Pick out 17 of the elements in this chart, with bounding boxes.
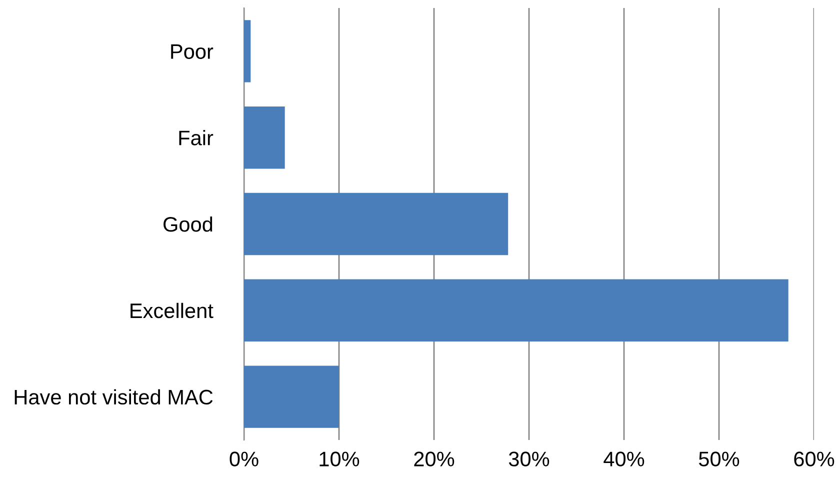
bar — [244, 279, 788, 342]
bar — [244, 106, 285, 169]
x-tick-label: 20% — [414, 452, 454, 466]
x-tick-label: 30% — [508, 452, 550, 466]
x-tick-label: 50% — [698, 452, 740, 466]
x-tick-label: 10% — [320, 452, 360, 466]
x-tick-label: 40% — [604, 452, 644, 466]
bar — [244, 366, 339, 428]
y-tick-label: Poor — [171, 44, 214, 59]
y-tick-label: Fair — [179, 130, 214, 146]
x-tick-label: 60% — [794, 452, 834, 466]
y-tick-label: Excellent — [130, 302, 214, 318]
y-tick-label: Have not visited MAC — [14, 389, 213, 405]
bar — [244, 192, 508, 256]
x-tick-label: 0% — [230, 452, 258, 466]
y-tick-label: Good — [164, 216, 212, 232]
bar — [244, 20, 251, 82]
